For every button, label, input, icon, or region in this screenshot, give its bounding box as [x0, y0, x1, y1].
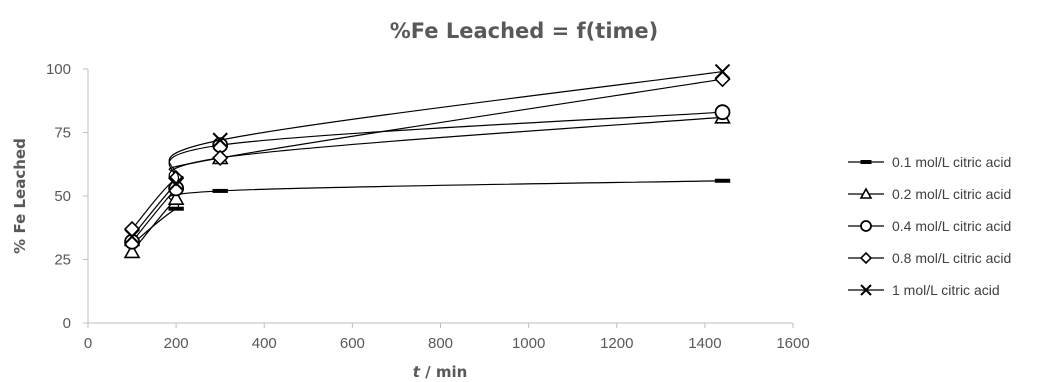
legend-marker [860, 160, 872, 164]
data-point [168, 206, 184, 211]
data-point [212, 132, 228, 148]
legend-label: 0.2 mol/L citric acid [892, 186, 1011, 202]
cross-stroke [714, 63, 731, 80]
y-tick-label: 75 [54, 125, 71, 142]
x-tick-label: 1000 [512, 335, 545, 352]
data-point [123, 220, 141, 238]
cross-stroke [860, 284, 872, 296]
data-point [124, 228, 140, 245]
data-point [714, 178, 731, 183]
cross-stroke [168, 175, 184, 192]
x-tick-label: 0 [84, 335, 92, 352]
legend-label: 0.4 mol/L citric acid [892, 218, 1011, 234]
data-point [212, 149, 229, 167]
data-point [714, 63, 731, 80]
y-tick-label: 50 [54, 188, 71, 205]
data-point [167, 170, 185, 187]
data-point [168, 175, 184, 192]
legend-marker [860, 220, 872, 232]
legend-marker [859, 251, 873, 265]
y-axis-title: % Fe Leached [11, 138, 29, 254]
x-tick-label: 1600 [776, 335, 809, 352]
legend: 0.1 mol/L citric acid 0.2 mol/L citric ac… [848, 154, 1011, 298]
legend-label: 1 mol/L citric acid [892, 282, 1000, 298]
series-layer [123, 63, 731, 259]
data-point [123, 243, 141, 259]
x-tick-label: 400 [252, 335, 277, 352]
y-tick-label: 25 [54, 252, 71, 269]
cross-stroke [124, 228, 140, 245]
x-axis-title-unit: / min [420, 363, 467, 381]
legend-marker [860, 284, 872, 296]
x-tick-label: 1400 [688, 335, 721, 352]
data-point [714, 104, 731, 121]
legend-label: 0.1 mol/L citric acid [892, 154, 1011, 170]
legend-label: 0.8 mol/L citric acid [892, 250, 1011, 266]
x-axis-title: t / min [413, 363, 468, 381]
data-point [714, 71, 731, 88]
y-tick-label: 100 [46, 61, 71, 78]
legend-marker [859, 187, 873, 199]
chart-title: %Fe Leached = f(time) [390, 19, 658, 43]
data-point [167, 189, 185, 205]
plot-area: 0 200 400 600 800 1000 1200 1400 1600 0 25 50 75 100 [46, 61, 810, 352]
data-point [212, 188, 228, 193]
series-line [131, 111, 723, 243]
x-tick-label: 800 [428, 335, 453, 352]
x-tick-label: 600 [340, 335, 365, 352]
x-tick-label: 200 [164, 335, 189, 352]
x-tick-label: 1200 [600, 335, 633, 352]
x-axis-title-italic: t [413, 363, 421, 381]
y-tick-label: 0 [63, 315, 71, 332]
cross-stroke [212, 132, 228, 148]
